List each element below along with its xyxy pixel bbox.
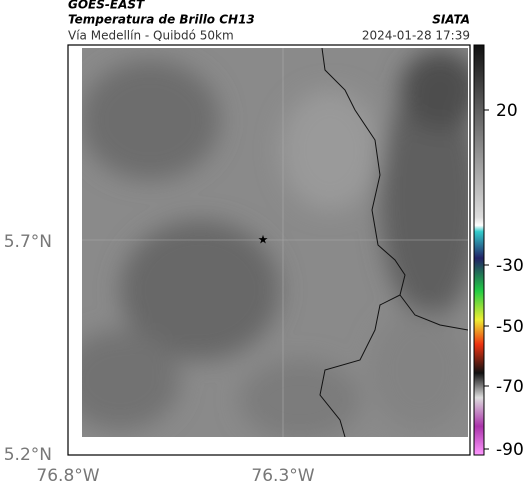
colorbar-label: -30 — [496, 256, 524, 276]
satellite-image — [82, 48, 468, 437]
y-tick-label: 5.2°N — [4, 445, 52, 465]
title: GOES-EAST — [68, 0, 145, 12]
colorbar-label: 20 — [496, 101, 518, 121]
colorbar-label: -70 — [496, 377, 524, 397]
y-tick-label: 5.7°N — [4, 232, 52, 252]
colorbar — [473, 44, 485, 456]
location-marker: ★ — [258, 233, 269, 247]
subtitle: Temperatura de Brillo CH13 — [68, 13, 255, 27]
datetime: 2024-01-28 17:39 — [362, 29, 470, 43]
colorbar-label: -90 — [496, 440, 524, 460]
location: Vía Medellín - Quibdó 50km — [68, 29, 234, 43]
x-tick-label: 76.3°W — [251, 466, 314, 486]
x-tick-label: 76.8°W — [36, 466, 99, 486]
colorbar-label: -50 — [496, 317, 524, 337]
source: SIATA — [432, 13, 470, 27]
colorbar-ticks: 20 -30 -50 -70 -90 — [484, 101, 524, 460]
